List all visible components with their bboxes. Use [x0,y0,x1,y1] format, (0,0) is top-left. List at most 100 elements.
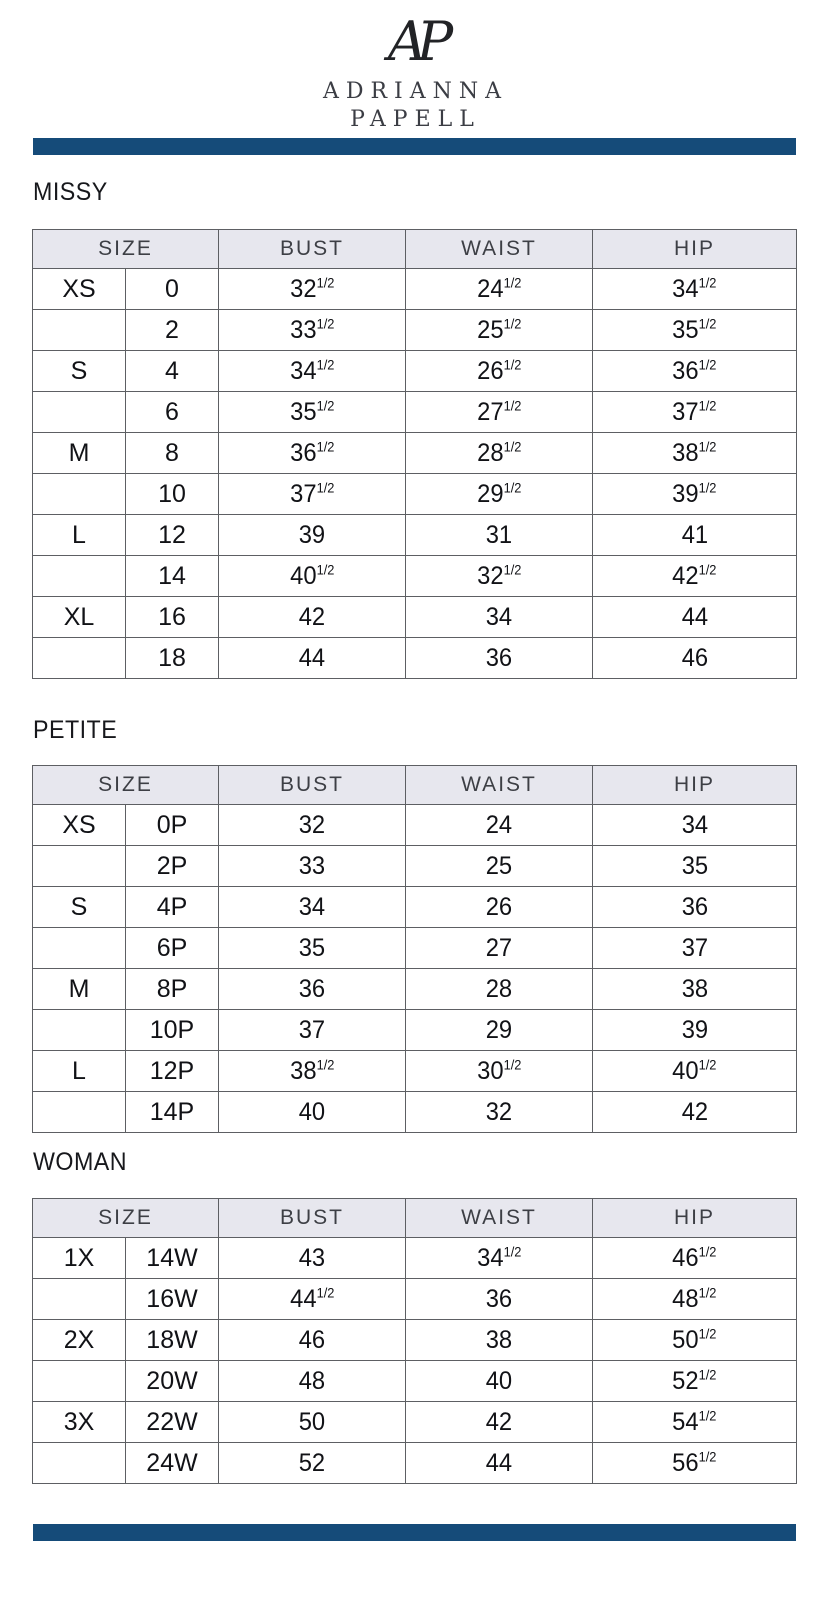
waist-value: 241/2 [476,274,522,303]
alpha-size-cell [32,637,126,679]
table-row: 1X 14W 43 341/2 461/2 [32,1237,797,1279]
alpha-size-cell: L [32,1050,126,1092]
hip-value: 421/2 [672,561,717,590]
hip-value: 521/2 [672,1366,717,1395]
bust-value: 39 [298,520,326,549]
alpha-size-cell: L [32,514,126,556]
bust-cell: 441/2 [218,1278,406,1320]
table-header-row: SIZE BUST WAIST HIP [32,765,797,805]
table-row: L 12P 381/2 301/2 401/2 [32,1050,797,1092]
waist-value: 321/2 [476,561,522,590]
bust-value: 361/2 [289,438,335,467]
waist-cell: 32 [405,1091,593,1133]
table-header-row: SIZE BUST WAIST HIP [32,229,797,269]
numeric-size-cell: 2P [125,845,219,887]
hip-value: 34 [681,810,708,839]
table-row: 3X 22W 50 42 541/2 [32,1401,797,1443]
bust-value: 42 [298,602,326,631]
numeric-size-cell: 4P [125,886,219,928]
waist-cell: 29 [405,1009,593,1051]
numeric-size-cell: 20W [125,1360,219,1402]
hip-cell: 41 [592,514,797,556]
waist-cell: 31 [405,514,593,556]
hip-value: 541/2 [672,1407,717,1436]
bust-value: 321/2 [289,274,335,303]
waist-fraction: 1/2 [503,357,522,373]
hip-cell: 34 [592,804,797,846]
bust-cell: 39 [218,514,406,556]
waist-fraction: 1/2 [503,1244,522,1260]
waist-value: 25 [485,851,513,880]
waist-cell: 24 [405,804,593,846]
waist-value: 271/2 [476,397,522,426]
bust-value: 331/2 [289,315,335,344]
waist-cell: 40 [405,1360,593,1402]
bust-fraction: 1/2 [316,316,335,332]
numeric-size-cell: 2 [125,309,219,351]
alpha-size-cell: XS [32,804,126,846]
bust-value: 351/2 [289,397,335,426]
alpha-size-cell: S [32,886,126,928]
numeric-size-cell: 18 [125,637,219,679]
table-row: 10 371/2 291/2 391/2 [32,473,797,515]
waist-value: 40 [485,1366,513,1395]
hip-cell: 35 [592,845,797,887]
hip-cell: 391/2 [592,473,797,515]
hip-cell: 381/2 [592,432,797,474]
waist-cell: 25 [405,845,593,887]
bust-cell: 44 [218,637,406,679]
waist-value: 26 [485,892,513,921]
ap-monogram-icon: AP [387,10,453,73]
hip-value: 44 [681,602,708,631]
waist-value: 32 [485,1097,513,1126]
column-header-size: SIZE [32,1198,219,1238]
brand-logo: AP ADRIANNA PAPELL [0,0,831,140]
column-header-waist: WAIST [405,229,593,269]
bust-value: 381/2 [289,1056,335,1085]
alpha-size-cell: XL [32,596,126,638]
table-row: 16W 441/2 36 481/2 [32,1278,797,1320]
numeric-size-cell: 10P [125,1009,219,1051]
table-row: 14 401/2 321/2 421/2 [32,555,797,597]
bust-value: 50 [298,1407,326,1436]
hip-value: 561/2 [672,1448,717,1477]
alpha-size-cell [32,473,126,515]
bust-cell: 351/2 [218,391,406,433]
brand-name-line-2: PAPELL [350,107,481,132]
bust-value: 32 [298,810,326,839]
hip-cell: 46 [592,637,797,679]
alpha-size-cell [32,1360,126,1402]
table-header-row: SIZE BUST WAIST HIP [32,1198,797,1238]
size-table-petite: SIZE BUST WAIST HIP XS 0P 32 24 34 2P 33 25 35 S 4P 34 2… [32,765,797,1133]
hip-fraction: 1/2 [698,357,717,373]
bust-cell: 52 [218,1442,406,1484]
hip-fraction: 1/2 [698,398,717,414]
waist-value: 36 [485,643,513,672]
hip-value: 481/2 [672,1284,717,1313]
hip-cell: 521/2 [592,1360,797,1402]
bust-cell: 48 [218,1360,406,1402]
bust-cell: 35 [218,927,406,969]
waist-value: 31 [485,520,513,549]
table-row: 6 351/2 271/2 371/2 [32,391,797,433]
numeric-size-cell: 8 [125,432,219,474]
hip-cell: 341/2 [592,268,797,310]
bust-fraction: 1/2 [316,1057,335,1073]
waist-value: 281/2 [476,438,522,467]
table-row: XL 16 42 34 44 [32,596,797,638]
bust-value: 341/2 [289,356,335,385]
waist-cell: 36 [405,1278,593,1320]
numeric-size-cell: 14P [125,1091,219,1133]
column-header-size: SIZE [32,765,219,805]
bust-value: 40 [298,1097,326,1126]
navy-rule-top [33,138,796,155]
alpha-size-cell: S [32,350,126,392]
table-row: L 12 39 31 41 [32,514,797,556]
numeric-size-cell: 16W [125,1278,219,1320]
bust-value: 48 [298,1366,326,1395]
waist-value: 291/2 [476,479,522,508]
column-header-hip: HIP [592,765,797,805]
section-title-missy: MISSY [33,178,108,206]
hip-cell: 481/2 [592,1278,797,1320]
waist-value: 341/2 [476,1243,522,1272]
